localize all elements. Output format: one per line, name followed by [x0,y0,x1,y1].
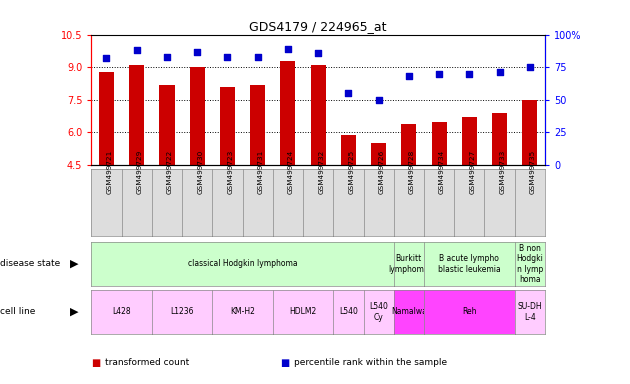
Text: HDLM2: HDLM2 [289,308,317,316]
Text: Namalwa: Namalwa [391,308,427,316]
Point [434,71,444,77]
Bar [371,143,386,165]
Point [313,50,323,56]
Text: GSM499724: GSM499724 [288,150,294,194]
Point [343,90,353,96]
Text: L1236: L1236 [170,308,194,316]
Text: GSM499732: GSM499732 [318,150,324,194]
Bar [311,65,326,165]
Text: GSM499733: GSM499733 [500,150,506,194]
Text: transformed count: transformed count [105,358,190,367]
Text: GSM499723: GSM499723 [227,150,234,194]
Bar [190,67,205,165]
Text: SU-DH
L-4: SU-DH L-4 [517,302,542,322]
Text: GSM499721: GSM499721 [106,150,113,194]
Text: GSM499730: GSM499730 [197,150,203,194]
Text: KM-H2: KM-H2 [230,308,255,316]
Text: classical Hodgkin lymphoma: classical Hodgkin lymphoma [188,260,297,268]
Bar [432,122,447,165]
Text: GSM499725: GSM499725 [348,150,355,194]
Text: L540
Cy: L540 Cy [369,302,388,322]
Text: disease state: disease state [0,260,60,268]
Point [525,64,535,70]
Text: cell line: cell line [0,308,35,316]
Point [132,47,142,53]
Point [192,48,202,55]
Bar [280,61,295,165]
Text: GSM499729: GSM499729 [137,150,143,194]
Text: GSM499722: GSM499722 [167,150,173,194]
Point [162,54,172,60]
Bar [401,124,416,165]
Text: B acute lympho
blastic leukemia: B acute lympho blastic leukemia [438,254,501,274]
Text: Burkitt
lymphoma: Burkitt lymphoma [389,254,429,274]
Text: GSM499735: GSM499735 [530,150,536,194]
Text: ▶: ▶ [71,307,79,317]
Text: L428: L428 [112,308,131,316]
Text: percentile rank within the sample: percentile rank within the sample [294,358,447,367]
Point [283,46,293,52]
Bar [129,65,144,165]
Bar [220,87,235,165]
Text: ▶: ▶ [71,259,79,269]
Bar [341,135,356,165]
Bar [159,84,175,165]
Point [101,55,112,61]
Title: GDS4179 / 224965_at: GDS4179 / 224965_at [249,20,387,33]
Text: Reh: Reh [462,308,477,316]
Text: GSM499731: GSM499731 [258,150,264,194]
Text: L540: L540 [339,308,358,316]
Bar [462,117,477,165]
Bar [99,71,114,165]
Bar [492,113,507,165]
Text: GSM499727: GSM499727 [469,150,476,194]
Point [374,97,384,103]
Text: B non
Hodgki
n lymp
homa: B non Hodgki n lymp homa [517,244,543,284]
Point [404,73,414,79]
Text: ■: ■ [280,358,290,368]
Point [253,54,263,60]
Text: GSM499728: GSM499728 [409,150,415,194]
Text: GSM499734: GSM499734 [439,150,445,194]
Point [464,71,474,77]
Text: ■: ■ [91,358,101,368]
Text: GSM499726: GSM499726 [379,150,385,194]
Bar [250,84,265,165]
Point [495,70,505,76]
Point [222,54,232,60]
Bar [522,100,537,165]
